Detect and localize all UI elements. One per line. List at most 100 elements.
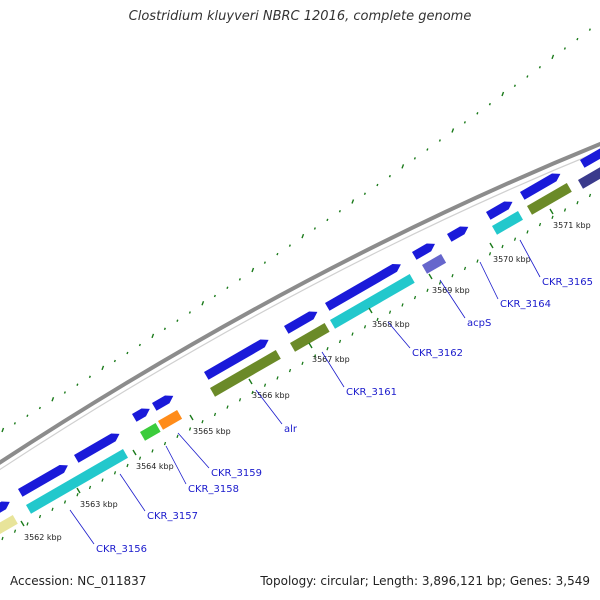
grid-dot: [13, 422, 16, 425]
gene-label[interactable]: acpS: [467, 318, 491, 329]
gene-label[interactable]: CKR_3162: [412, 348, 463, 359]
inner-grid-dot: [476, 259, 479, 263]
forward-gene-arrow[interactable]: [0, 501, 10, 515]
gene-label[interactable]: CKR_3159: [211, 468, 262, 479]
cds-block[interactable]: [210, 350, 281, 397]
forward-gene-arrow[interactable]: [132, 408, 150, 422]
grid-dot: [388, 174, 391, 178]
inner-grid-dot: [38, 514, 42, 519]
inner-grid-dot: [301, 361, 304, 366]
grid-dot: [338, 209, 341, 213]
forward-gene-arrow[interactable]: [580, 148, 600, 168]
grid-dot: [563, 47, 566, 50]
gene-label[interactable]: alr: [284, 424, 298, 435]
gene-label[interactable]: CKR_3157: [147, 511, 198, 522]
gene-label[interactable]: CKR_3158: [188, 484, 239, 495]
tick-label: 3568 kbp: [372, 320, 410, 329]
tick-label: 3570 kbp: [493, 255, 531, 264]
gene-label[interactable]: CKR_3161: [346, 387, 397, 398]
inner-grid-dot: [488, 252, 492, 256]
forward-gene-arrow[interactable]: [284, 311, 318, 334]
tick-mark: [428, 273, 433, 280]
grid-dot: [63, 391, 66, 394]
cds-block[interactable]: [330, 274, 415, 329]
inner-grid-dot: [13, 529, 17, 533]
label-leader: [165, 445, 187, 485]
cds-block[interactable]: [527, 183, 572, 215]
inner-grid-dot: [563, 208, 567, 212]
forward-gene-arrow[interactable]: [412, 243, 435, 260]
cds-block[interactable]: [492, 211, 523, 235]
inner-grid-dot: [263, 383, 267, 387]
inner-grid-dot: [501, 244, 504, 249]
cds-block[interactable]: [26, 449, 128, 514]
inner-grid-dot: [51, 507, 54, 512]
forward-gene-arrow[interactable]: [486, 201, 513, 220]
tick-label: 3566 kbp: [252, 391, 290, 400]
grid-dot: [426, 148, 429, 151]
label-leader: [255, 389, 283, 425]
inner-grid-dot: [226, 405, 229, 409]
grid-dot: [26, 414, 29, 417]
coordinate-ticks: 3562 kbp 3563 kbp 3564 kbp 3565 kbp 3566 kbp…: [20, 208, 591, 542]
forward-gene-arrow[interactable]: [325, 264, 401, 311]
forward-gene-arrow[interactable]: [74, 433, 120, 463]
tick-label: 3567 kbp: [312, 355, 350, 364]
label-leader: [69, 509, 95, 545]
cds-block[interactable]: [158, 410, 183, 430]
cds-block[interactable]: [0, 515, 18, 536]
tick-mark: [20, 520, 25, 527]
label-leader: [479, 261, 499, 300]
inner-grid-dot: [401, 303, 404, 307]
genome-summary-text: Topology: circular; Length: 3,896,121 bp…: [260, 574, 590, 588]
forward-gene-arrow[interactable]: [447, 226, 469, 242]
grid-dot: [438, 139, 441, 142]
grid-dot: [76, 383, 79, 386]
forward-gene-arrow[interactable]: [152, 395, 174, 411]
gene-label[interactable]: CKR_3164: [500, 299, 551, 310]
tick-mark: [368, 307, 373, 314]
gene-label[interactable]: CKR_3165: [542, 277, 593, 288]
inner-grid-dot: [326, 346, 329, 351]
inner-grid-dot: [338, 339, 342, 344]
inner-grid-dot: [376, 317, 379, 322]
grid-dot: [401, 164, 405, 169]
grid-dot: [276, 252, 279, 256]
genome-backbone: [0, 141, 600, 471]
tick-label: 3569 kbp: [432, 286, 470, 295]
grid-dot: [476, 112, 479, 115]
inner-grid-dot: [288, 368, 292, 373]
label-leader: [387, 321, 411, 349]
inner-grid-dot: [363, 325, 367, 329]
grid-dot: [376, 183, 379, 187]
tick-label: 3571 kbp: [553, 221, 591, 230]
inner-grid-dot: [276, 376, 279, 380]
cds-block[interactable]: [290, 323, 330, 352]
grid-dot: [163, 327, 166, 331]
label-leader: [321, 351, 345, 388]
inner-grid-dot: [438, 281, 442, 285]
inner-grid-dot: [313, 354, 317, 358]
grid-dot: [463, 121, 466, 124]
inner-grid-dot: [163, 441, 167, 446]
grid-dot: [213, 294, 216, 298]
cds-block[interactable]: [140, 423, 161, 441]
inner-grid-dot: [213, 412, 217, 417]
inner-grid-dot: [63, 500, 67, 504]
inner-grid-dot: [576, 200, 579, 205]
gene-label[interactable]: CKR_3156: [96, 544, 147, 555]
label-leader: [177, 432, 210, 469]
forward-gene-arrow[interactable]: [520, 173, 561, 200]
inner-grid-dot: [88, 485, 92, 490]
cds-block[interactable]: [422, 254, 447, 274]
cds-block[interactable]: [578, 165, 600, 189]
inner-grid-dot: [588, 193, 592, 198]
inner-grid-dot: [113, 471, 117, 475]
forward-gene-arrow[interactable]: [18, 465, 68, 497]
tick-mark: [76, 487, 81, 494]
tick-label: 3563 kbp: [80, 500, 118, 509]
accession-text: Accession: NC_011837: [10, 574, 147, 588]
grid-dot: [288, 244, 291, 247]
forward-gene-arrow[interactable]: [204, 339, 269, 380]
